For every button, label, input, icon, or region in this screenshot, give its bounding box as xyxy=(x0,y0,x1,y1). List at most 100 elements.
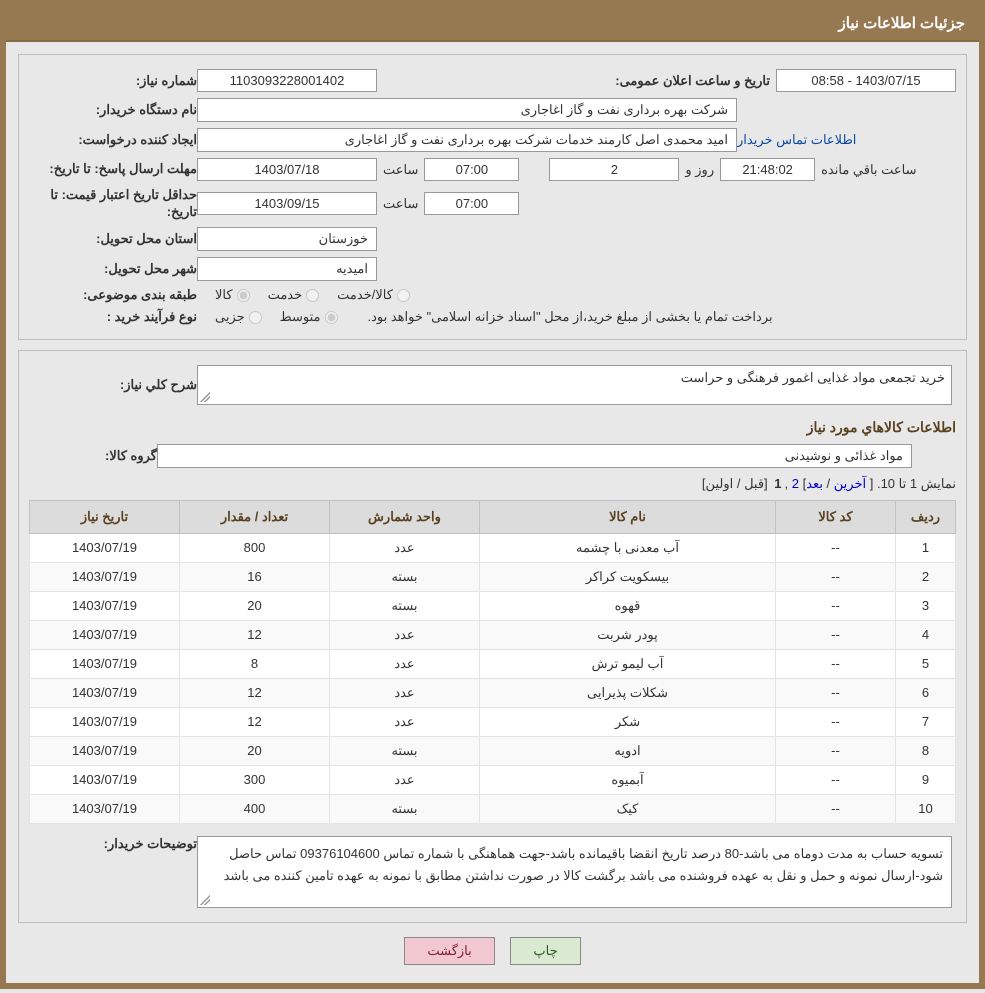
table-cell: 1 xyxy=(896,533,956,562)
table-cell: شکر xyxy=(480,707,776,736)
items-heading: اطلاعات كالاهاي مورد نياز xyxy=(29,419,956,436)
table-cell: 8 xyxy=(896,736,956,765)
table-cell: آب لیمو ترش xyxy=(480,649,776,678)
items-table: ردیف کد کالا نام کالا واحد شمارش تعداد /… xyxy=(29,500,956,824)
table-cell: قهوه xyxy=(480,591,776,620)
table-cell: 9 xyxy=(896,765,956,794)
process-partial-option: جزیی xyxy=(215,309,262,325)
th-name: نام کالا xyxy=(480,500,776,533)
table-cell: -- xyxy=(776,620,896,649)
print-button[interactable]: چاپ xyxy=(510,937,580,965)
city-label: شهر محل تحویل: xyxy=(37,261,197,277)
need-no-label: شماره نیاز: xyxy=(37,73,197,89)
table-row: 4--پودر شربتعدد121403/07/19 xyxy=(30,620,956,649)
process-label: نوع فرآیند خرید : xyxy=(37,309,197,325)
th-date: تاریخ نیاز xyxy=(30,500,180,533)
resize-handle-icon[interactable] xyxy=(200,392,210,402)
deadline-date: 1403/07/18 xyxy=(197,158,377,181)
table-cell: 1403/07/19 xyxy=(30,765,180,794)
table-row: 9--آبمیوهعدد3001403/07/19 xyxy=(30,765,956,794)
table-cell: -- xyxy=(776,533,896,562)
table-cell: عدد xyxy=(330,533,480,562)
province-value: خوزستان xyxy=(197,227,377,251)
table-cell: کیک xyxy=(480,794,776,823)
table-cell: 1403/07/19 xyxy=(30,707,180,736)
table-cell: 1403/07/19 xyxy=(30,591,180,620)
countdown: 21:48:02 xyxy=(720,158,815,181)
pager-page-2[interactable]: 2 xyxy=(792,476,799,491)
table-cell: 1403/07/19 xyxy=(30,533,180,562)
pager-last-link[interactable]: آخرین xyxy=(834,476,866,491)
table-cell: 2 xyxy=(896,562,956,591)
table-cell: پودر شربت xyxy=(480,620,776,649)
pager: نمایش 1 تا 10. [ آخرین / بعد] 2 ,1 [قبل … xyxy=(29,476,956,492)
table-cell: 300 xyxy=(180,765,330,794)
table-cell: 4 xyxy=(896,620,956,649)
cat-service-radio xyxy=(306,289,319,302)
table-cell: 20 xyxy=(180,736,330,765)
time-label-2: ساعت xyxy=(383,196,418,212)
buyer-note-text: تسویه حساب به مدت دوماه می باشد-80 درصد … xyxy=(197,836,952,908)
table-cell: بیسکویت کراکر xyxy=(480,562,776,591)
process-note: برداخت تمام یا بخشی از مبلغ خرید،از محل … xyxy=(368,309,773,325)
days-suffix: روز و xyxy=(685,162,714,178)
creator-value: امید محمدی اصل کارمند خدمات شرکت بهره بر… xyxy=(197,128,737,152)
cat-goods-service-option: کالا/خدمت xyxy=(337,287,410,303)
table-cell: -- xyxy=(776,591,896,620)
table-cell: -- xyxy=(776,678,896,707)
table-row: 7--شکرعدد121403/07/19 xyxy=(30,707,956,736)
table-cell: -- xyxy=(776,765,896,794)
province-label: استان محل تحویل: xyxy=(37,231,197,247)
table-cell: بسته xyxy=(330,794,480,823)
buyer-org-value: شرکت بهره برداری نفت و گاز اغاجاری xyxy=(197,98,737,122)
announce-label: تاریخ و ساعت اعلان عمومی: xyxy=(615,73,770,89)
table-cell: 1403/07/19 xyxy=(30,620,180,649)
resize-handle-icon[interactable] xyxy=(200,895,210,905)
table-cell: -- xyxy=(776,707,896,736)
table-cell: آبمیوه xyxy=(480,765,776,794)
table-cell: عدد xyxy=(330,620,480,649)
table-cell: بسته xyxy=(330,591,480,620)
creator-label: ایجاد کننده درخواست: xyxy=(37,132,197,148)
cat-service-option: خدمت xyxy=(268,287,320,303)
min-valid-time: 07:00 xyxy=(424,192,519,215)
city-value: امیدیه xyxy=(197,257,377,281)
back-button[interactable]: بازگشت xyxy=(404,937,494,965)
pager-prev: قبل xyxy=(744,476,764,491)
table-cell: -- xyxy=(776,736,896,765)
need-no-value: 1103093228001402 xyxy=(197,69,377,92)
items-block: شرح کلي نياز: خرید تجمعی مواد غذایی اغمو… xyxy=(18,350,967,923)
table-cell: آب معدنی با چشمه xyxy=(480,533,776,562)
table-row: 10--کیکبسته4001403/07/19 xyxy=(30,794,956,823)
pager-first: اولین xyxy=(706,476,734,491)
cat-goods-radio xyxy=(237,289,250,302)
table-row: 1--آب معدنی با چشمهعدد8001403/07/19 xyxy=(30,533,956,562)
table-cell: بسته xyxy=(330,562,480,591)
table-row: 8--ادویهبسته201403/07/19 xyxy=(30,736,956,765)
table-cell: 7 xyxy=(896,707,956,736)
category-label: طبقه بندی موضوعی: xyxy=(37,287,197,303)
table-cell: 6 xyxy=(896,678,956,707)
cat-goods-option: کالا xyxy=(215,287,250,303)
table-cell: عدد xyxy=(330,707,480,736)
table-cell: 1403/07/19 xyxy=(30,678,180,707)
deadline-time: 07:00 xyxy=(424,158,519,181)
content-area: شماره نیاز: 1103093228001402 تاریخ و ساع… xyxy=(6,42,979,983)
table-cell: 1403/07/19 xyxy=(30,649,180,678)
table-cell: 3 xyxy=(896,591,956,620)
table-cell: 400 xyxy=(180,794,330,823)
table-cell: 16 xyxy=(180,562,330,591)
deadline-label: مهلت ارسال پاسخ: تا تاریخ: xyxy=(37,161,197,178)
buyer-contact-link[interactable]: اطلاعات تماس خریدار xyxy=(737,132,856,148)
th-row: ردیف xyxy=(896,500,956,533)
table-cell: ادویه xyxy=(480,736,776,765)
table-cell: 1403/07/19 xyxy=(30,736,180,765)
table-cell: عدد xyxy=(330,678,480,707)
th-unit: واحد شمارش xyxy=(330,500,480,533)
cat-goods-service-radio xyxy=(397,289,410,302)
button-row: چاپ بازگشت xyxy=(18,937,967,965)
table-cell: -- xyxy=(776,562,896,591)
table-cell: 20 xyxy=(180,591,330,620)
min-valid-date: 1403/09/15 xyxy=(197,192,377,215)
pager-next-link[interactable]: بعد xyxy=(806,476,823,491)
